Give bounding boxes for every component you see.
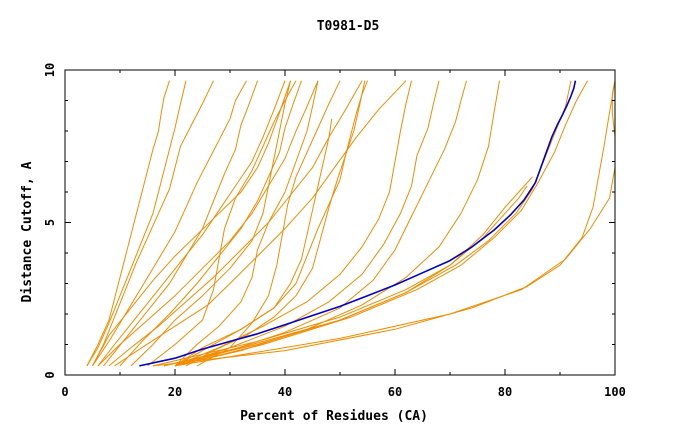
x-tick-label: 80 [498,385,512,399]
series-line-23 [174,80,616,367]
series-line-7 [108,80,363,367]
x-tick-label: 60 [388,385,402,399]
series-line-10 [174,80,319,367]
series-line-28 [196,80,341,367]
x-tick-label: 100 [604,385,626,399]
series-line-20 [174,80,588,367]
series-line-24 [130,80,291,367]
series-line-16 [174,80,467,367]
series-line-12 [185,80,368,367]
highlight-series-line [139,80,577,367]
x-axis-label: Percent of Residues (CA) [240,409,428,424]
series-line-8 [114,80,407,367]
series-line-22 [152,80,616,367]
series-line-13 [174,80,366,367]
x-tick-label: 20 [168,385,182,399]
series-line-1 [86,80,170,367]
plot-frame [64,69,616,376]
series-line-2 [86,80,187,367]
series-line-26 [103,80,258,367]
series-line-25 [119,80,302,367]
y-tick-label: 5 [43,219,57,226]
series-layer [86,80,616,367]
axes-layer: 0 20 40 60 80 100 0 5 10 [43,63,626,399]
series-line-15 [174,80,440,367]
y-tick-label: 0 [43,371,57,378]
series-line-6 [97,80,319,367]
series-line-21 [163,80,572,367]
chart-title: T0981-D5 [317,19,380,34]
x-tick-label: 40 [278,385,292,399]
series-line-14 [174,80,412,367]
y-tick-label: 10 [43,63,57,77]
series-line-19 [152,185,528,367]
x-tick-label: 0 [61,385,68,399]
series-line-4 [92,80,247,367]
series-line-3 [92,80,214,367]
series-line-9 [147,80,297,367]
series-line-5 [97,80,286,367]
series-line-27 [92,80,291,367]
y-axis-label: Distance Cutoff, A [20,161,35,302]
